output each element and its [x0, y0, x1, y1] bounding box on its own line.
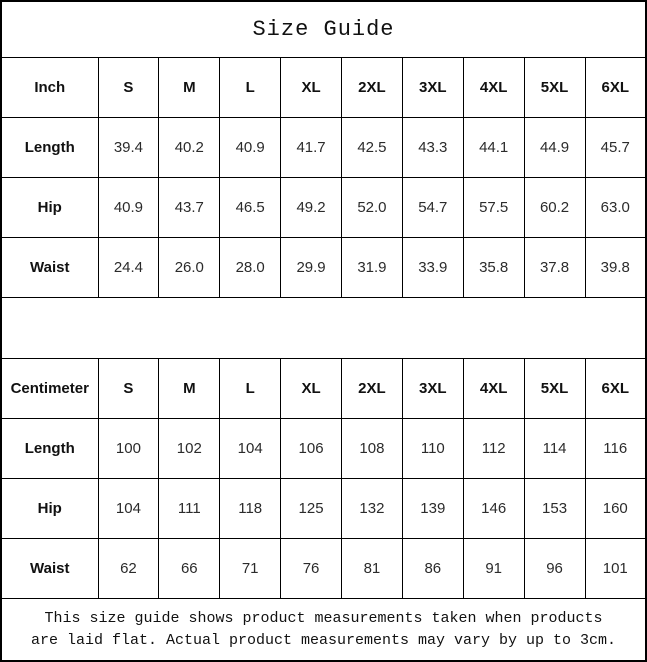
inch-hip-row: Hip 40.9 43.7 46.5 49.2 52.0 54.7 57.5 6… [0, 176, 647, 239]
measurement-cell: 86 [401, 538, 464, 600]
size-header-cell: XL [280, 56, 342, 118]
size-header-cell: M [158, 56, 221, 118]
measurement-cell: 114 [523, 417, 586, 479]
measurement-cell: 81 [341, 538, 403, 600]
footer-row: This size guide shows product measuremen… [0, 598, 647, 662]
measurement-cell: 28.0 [219, 237, 282, 299]
measurement-cell: 42.5 [341, 116, 403, 179]
measurement-cell: 40.9 [97, 176, 160, 239]
measurement-cell: 24.4 [97, 237, 160, 299]
page-title: Size Guide [0, 0, 647, 58]
measurement-cell: 40.9 [219, 116, 282, 179]
footer-note-line1: This size guide shows product measuremen… [44, 609, 603, 627]
measurement-cell: 26.0 [158, 237, 221, 299]
measurement-cell: 40.2 [158, 116, 221, 179]
size-header-cell: 2XL [341, 357, 403, 419]
row-label: Hip [0, 477, 99, 540]
measurement-cell: 146 [462, 477, 525, 540]
measurement-cell: 45.7 [584, 116, 647, 179]
size-header-cell: L [219, 357, 282, 419]
measurement-cell: 60.2 [523, 176, 586, 239]
measurement-cell: 43.7 [158, 176, 221, 239]
measurement-cell: 29.9 [280, 237, 342, 299]
centimeter-length-row: Length 100 102 104 106 108 110 112 114 1… [0, 417, 647, 479]
size-header-cell: 4XL [462, 357, 525, 419]
measurement-cell: 100 [97, 417, 160, 479]
measurement-cell: 54.7 [401, 176, 464, 239]
size-header-cell: 2XL [341, 56, 403, 118]
measurement-cell: 63.0 [584, 176, 647, 239]
centimeter-unit-label: Centimeter [0, 357, 99, 419]
size-header-cell: 3XL [401, 56, 464, 118]
size-header-cell: XL [280, 357, 342, 419]
size-header-cell: 3XL [401, 357, 464, 419]
measurement-cell: 96 [523, 538, 586, 600]
size-header-cell: S [97, 357, 160, 419]
size-header-cell: 4XL [462, 56, 525, 118]
measurement-cell: 139 [401, 477, 464, 540]
centimeter-header-row: Centimeter S M L XL 2XL 3XL 4XL 5XL 6XL [0, 357, 647, 419]
row-label: Length [0, 116, 99, 179]
measurement-cell: 101 [584, 538, 647, 600]
measurement-cell: 71 [219, 538, 282, 600]
measurement-cell: 37.8 [523, 237, 586, 299]
inch-waist-row: Waist 24.4 26.0 28.0 29.9 31.9 33.9 35.8… [0, 237, 647, 299]
measurement-cell: 49.2 [280, 176, 342, 239]
size-header-cell: S [97, 56, 160, 118]
centimeter-waist-row: Waist 62 66 71 76 81 86 91 96 101 [0, 538, 647, 600]
measurement-cell: 41.7 [280, 116, 342, 179]
measurement-cell: 44.9 [523, 116, 586, 179]
measurement-cell: 102 [158, 417, 221, 479]
size-header-cell: M [158, 357, 221, 419]
measurement-cell: 57.5 [462, 176, 525, 239]
measurement-cell: 106 [280, 417, 342, 479]
size-header-cell: 5XL [523, 56, 586, 118]
measurement-cell: 110 [401, 417, 464, 479]
inch-length-row: Length 39.4 40.2 40.9 41.7 42.5 43.3 44.… [0, 116, 647, 179]
measurement-cell: 111 [158, 477, 221, 540]
inch-unit-label: Inch [0, 56, 99, 118]
row-label: Waist [0, 538, 99, 600]
row-label: Hip [0, 176, 99, 239]
measurement-cell: 160 [584, 477, 647, 540]
measurement-cell: 52.0 [341, 176, 403, 239]
centimeter-hip-row: Hip 104 111 118 125 132 139 146 153 160 [0, 477, 647, 540]
measurement-cell: 66 [158, 538, 221, 600]
measurement-cell: 118 [219, 477, 282, 540]
measurement-cell: 43.3 [401, 116, 464, 179]
row-label: Waist [0, 237, 99, 299]
row-label: Length [0, 417, 99, 479]
measurement-cell: 116 [584, 417, 647, 479]
measurement-cell: 132 [341, 477, 403, 540]
size-header-cell: 5XL [523, 357, 586, 419]
measurement-cell: 46.5 [219, 176, 282, 239]
spacer-cell [0, 297, 647, 359]
measurement-cell: 33.9 [401, 237, 464, 299]
measurement-cell: 31.9 [341, 237, 403, 299]
measurement-cell: 112 [462, 417, 525, 479]
spacer-row [0, 297, 647, 359]
measurement-cell: 35.8 [462, 237, 525, 299]
measurement-cell: 104 [97, 477, 160, 540]
footer-note: This size guide shows product measuremen… [0, 598, 647, 662]
measurement-cell: 76 [280, 538, 342, 600]
footer-note-line2: are laid flat. Actual product measuremen… [30, 631, 617, 649]
measurement-cell: 104 [219, 417, 282, 479]
measurement-cell: 91 [462, 538, 525, 600]
measurement-cell: 44.1 [462, 116, 525, 179]
size-header-cell: 6XL [584, 56, 647, 118]
measurement-cell: 62 [97, 538, 160, 600]
title-row: Size Guide [0, 0, 647, 58]
measurement-cell: 39.4 [97, 116, 160, 179]
measurement-cell: 108 [341, 417, 403, 479]
measurement-cell: 153 [523, 477, 586, 540]
inch-header-row: Inch S M L XL 2XL 3XL 4XL 5XL 6XL [0, 56, 647, 118]
size-header-cell: 6XL [584, 357, 647, 419]
size-header-cell: L [219, 56, 282, 118]
measurement-cell: 125 [280, 477, 342, 540]
measurement-cell: 39.8 [584, 237, 647, 299]
